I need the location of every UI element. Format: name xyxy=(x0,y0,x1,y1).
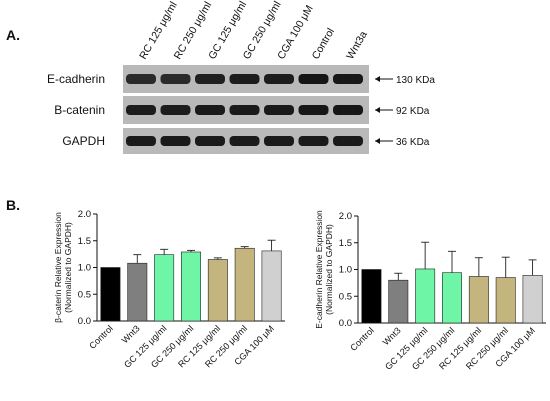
blot-row: GAPDH 36 KDa xyxy=(62,128,430,154)
y-tick-label: 2.0 xyxy=(339,211,352,222)
x-tick-label: Control xyxy=(87,323,115,351)
blot-band xyxy=(195,105,225,115)
y-tick-label: 1.0 xyxy=(78,263,91,274)
blot-band xyxy=(264,74,294,84)
x-tick-label: Control xyxy=(348,325,376,353)
y-tick-label: 0.5 xyxy=(78,289,91,300)
protein-label: GAPDH xyxy=(62,134,105,148)
y-axis-label: β-caterin Relative Expression xyxy=(53,212,63,323)
bar xyxy=(261,250,282,322)
blot-band xyxy=(126,105,156,115)
e-cadherin-chart: 0.0 0.5 1.0 1.5 2.0 E-cadherin Relative Expre… xyxy=(314,210,546,372)
y-axis-label-line2: (Normalized to GAPDH) xyxy=(63,222,73,313)
blot-band xyxy=(298,105,329,115)
blot-band xyxy=(229,136,260,146)
bar xyxy=(181,251,201,322)
y-axis-label: E-cadherin Relative Expression xyxy=(314,210,324,329)
blot-band xyxy=(298,74,329,84)
y-axis-label-line2: (Normalized to GAPDH) xyxy=(324,224,334,315)
y-tick-label: 0.0 xyxy=(78,316,91,327)
bar xyxy=(127,262,148,322)
blot-band xyxy=(333,136,363,146)
marker-arrow-head xyxy=(375,76,380,82)
x-tick-label: Wnt3 xyxy=(120,323,142,345)
kda-label: 130 KDa xyxy=(396,75,435,86)
y-tick-label: 1.0 xyxy=(339,265,352,276)
panel-b-letter: B. xyxy=(6,197,20,213)
bar xyxy=(361,269,382,324)
marker-arrow-head xyxy=(375,107,380,113)
lane-label: Control xyxy=(310,26,337,61)
blot-band xyxy=(195,136,225,146)
y-tick-label: 1.5 xyxy=(339,238,352,249)
blot-band xyxy=(126,136,156,146)
blot-band xyxy=(264,105,294,115)
lane-label: CGA 100 μM xyxy=(275,3,316,61)
panel-a-letter: A. xyxy=(6,27,20,43)
blot-band xyxy=(298,136,329,146)
x-tick-label: Wnt3 xyxy=(381,325,403,347)
bar xyxy=(495,277,516,324)
bar xyxy=(442,272,462,324)
blot-band xyxy=(229,105,260,115)
bar xyxy=(415,268,436,324)
blot-band xyxy=(160,74,191,84)
protein-label: E-cadherin xyxy=(47,72,105,86)
y-tick-label: 0.5 xyxy=(339,291,352,302)
y-tick-label: 0.0 xyxy=(339,318,352,329)
blot-band xyxy=(160,136,191,146)
bar xyxy=(522,275,543,324)
y-tick-label: 2.0 xyxy=(78,209,91,220)
blot-band xyxy=(333,74,363,84)
western-blots: E-cadherin 130 KDa B-catenin 92 KDa GAPDH 36 … xyxy=(47,65,435,154)
bar xyxy=(154,254,175,322)
blot-row: B-catenin 92 KDa xyxy=(54,96,430,124)
y-tick-label: 1.5 xyxy=(78,236,91,247)
kda-label: 92 KDa xyxy=(396,106,430,117)
lane-label: Wnt3a xyxy=(344,29,370,61)
blot-band xyxy=(126,74,156,84)
blot-band xyxy=(333,105,363,115)
blot-band xyxy=(264,136,294,146)
blot-band xyxy=(160,105,191,115)
protein-label: B-catenin xyxy=(54,103,105,117)
bar xyxy=(468,276,489,324)
bar xyxy=(388,279,409,324)
blot-band xyxy=(195,74,225,84)
bar xyxy=(100,267,121,322)
blot-band xyxy=(229,74,260,84)
bar xyxy=(234,247,255,322)
bar xyxy=(207,259,228,322)
beta-catenin-chart: 0.0 0.5 1.0 1.5 2.0 β-caterin Relative Expres… xyxy=(53,209,285,370)
marker-arrow-head xyxy=(375,138,380,144)
kda-label: 36 KDa xyxy=(396,137,430,148)
blot-row: E-cadherin 130 KDa xyxy=(47,65,435,93)
